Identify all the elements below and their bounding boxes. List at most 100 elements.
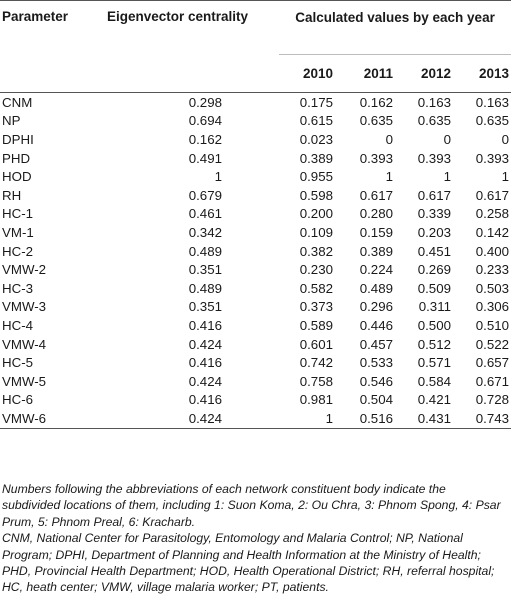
cell-2011: 0.635 [359,113,393,129]
cell-parameter: HC-5 [2,355,34,371]
cell-2013: 0.617 [475,187,510,203]
cell-2013: 0.657 [475,355,510,371]
table-row: VMW-2 0.351 0.230 0.224 0.269 0.233 [0,260,511,279]
cell-eigenvector: 0.679 [188,187,222,203]
table-row: VMW-6 0.424 1 0.516 0.431 0.743 [0,409,511,429]
cell-parameter: VMW-2 [2,262,47,278]
cell-2011: 0 [385,131,393,147]
cell-2011: 0.504 [359,392,393,408]
cell-2013: 0.393 [475,150,510,166]
table-row: HOD 1 0.955 1 1 1 [0,167,511,186]
header-year-2010: 2010 [279,54,341,93]
cell-eigenvector: 0.342 [188,224,222,240]
cell-2013: 0.728 [475,392,510,408]
table-footnotes: Numbers following the abbreviations of e… [2,481,507,596]
header-year-2013: 2013 [457,54,511,93]
header-spacer-1 [0,54,87,93]
cell-2011: 0.389 [359,243,393,259]
cell-2010: 0.955 [299,169,333,185]
cell-2010: 0.582 [299,280,333,296]
cell-2012: 0.635 [417,113,451,129]
cell-eigenvector: 1 [214,169,222,185]
cell-2013: 0.510 [475,317,510,333]
table-row: VMW-5 0.424 0.758 0.546 0.584 0.671 [0,372,511,391]
cell-2011: 1 [385,169,393,185]
cell-2013: 1 [501,169,510,185]
cell-2013: 0.522 [475,336,510,352]
cell-2012: 0.269 [417,262,451,278]
cell-eigenvector: 0.424 [188,336,222,352]
cell-eigenvector: 0.491 [188,150,222,166]
cell-2013: 0.503 [475,280,510,296]
cell-2012: 0.512 [417,336,451,352]
cell-parameter: HOD [2,169,32,185]
table-row: HC-4 0.416 0.589 0.446 0.500 0.510 [0,316,511,335]
cell-parameter: VMW-4 [2,336,47,352]
cell-2012: 0 [443,131,451,147]
cell-2012: 0.509 [417,280,451,296]
table-row: RH 0.679 0.598 0.617 0.617 0.617 [0,186,511,205]
cell-2013: 0.671 [475,373,510,389]
cell-2012: 0.451 [417,243,451,259]
cell-2012: 0.339 [417,206,451,222]
cell-eigenvector: 0.416 [188,317,222,333]
cell-eigenvector: 0.162 [188,131,222,147]
cell-eigenvector: 0.424 [188,373,222,389]
cell-parameter: VM-1 [2,224,34,240]
cell-2012: 1 [443,169,451,185]
header-eigenvector: Eigenvector centrality [87,0,279,55]
cell-eigenvector: 0.351 [188,262,222,278]
cell-2011: 0.457 [359,336,393,352]
cell-2013: 0.163 [475,94,510,110]
footnote-locations: Numbers following the abbreviations of e… [2,482,501,529]
cell-2010: 0.598 [299,187,333,203]
table-body: CNM 0.298 0.175 0.162 0.163 0.163 NP 0.694 0.615… [0,93,511,429]
cell-2013: 0.400 [475,243,510,259]
table-row: PHD 0.491 0.389 0.393 0.393 0.393 [0,149,511,168]
header-year-2011: 2011 [341,54,397,93]
cell-2012: 0.421 [417,392,451,408]
cell-2010: 0.389 [299,150,333,166]
cell-parameter: RH [2,187,22,203]
cell-2010: 0.175 [299,94,333,110]
cell-parameter: HC-3 [2,280,34,296]
cell-2013: 0.142 [475,224,510,240]
cell-parameter: VMW-6 [0,409,87,429]
table-row: HC-1 0.461 0.200 0.280 0.339 0.258 [0,205,511,224]
cell-eigenvector: 0.424 [87,409,279,429]
cell-2010: 0.601 [299,336,333,352]
cell-2010: 0.200 [299,206,333,222]
cell-2011: 0.489 [359,280,393,296]
cell-parameter: HC-1 [2,206,34,222]
cell-2010: 0.109 [299,224,333,240]
cell-parameter: HC-2 [2,243,34,259]
table-row: HC-6 0.416 0.981 0.504 0.421 0.728 [0,391,511,410]
cell-parameter: PHD [2,150,31,166]
table-row: DPHI 0.162 0.023 0 0 0 [0,130,511,149]
header-spacer-2 [87,54,279,93]
cell-eigenvector: 0.489 [188,280,222,296]
cell-2010: 1 [279,409,341,429]
cell-2010: 0.023 [299,131,333,147]
table-row: VM-1 0.342 0.109 0.159 0.203 0.142 [0,223,511,242]
cell-2012: 0.500 [417,317,451,333]
cell-2011: 0.446 [359,317,393,333]
cell-2013: 0 [501,131,510,147]
cell-eigenvector: 0.489 [188,243,222,259]
cell-2011: 0.516 [341,409,397,429]
cell-parameter: HC-6 [2,392,34,408]
cell-2011: 0.159 [359,224,393,240]
cell-2011: 0.280 [359,206,393,222]
cell-2013: 0.306 [475,299,510,315]
cell-2010: 0.382 [299,243,333,259]
cell-2013: 0.233 [475,262,510,278]
cell-2012: 0.203 [417,224,451,240]
cell-2010: 0.373 [299,299,333,315]
cell-eigenvector: 0.416 [188,392,222,408]
header-parameter: Parameter [0,0,87,55]
table-row: NP 0.694 0.615 0.635 0.635 0.635 [0,112,511,131]
cell-2012: 0.584 [417,373,451,389]
table-row: HC-2 0.489 0.382 0.389 0.451 0.400 [0,242,511,261]
cell-parameter: NP [2,113,21,129]
